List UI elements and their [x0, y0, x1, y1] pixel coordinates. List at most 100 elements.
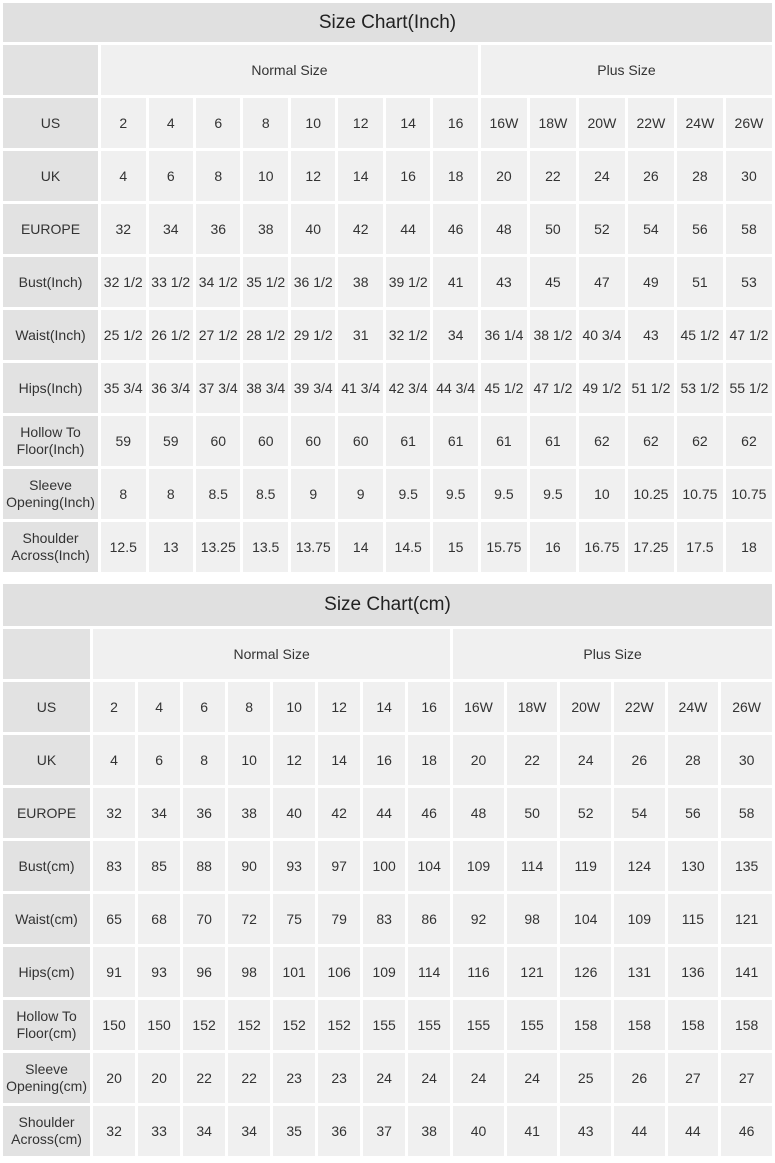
size-value-cell: 28	[667, 735, 719, 785]
row-label: Hollow To Floor(cm)	[3, 1000, 91, 1050]
size-value-cell: 14	[363, 682, 406, 732]
size-value-cell: 104	[408, 841, 451, 891]
size-value-cell: 23	[318, 1053, 361, 1103]
size-value-cell: 26 1/2	[148, 310, 193, 360]
size-value-cell: 32 1/2	[385, 310, 431, 360]
size-value-cell: 98	[228, 947, 271, 997]
size-value-cell: 50	[529, 204, 576, 254]
size-value-cell: 18	[725, 522, 772, 572]
size-value-cell: 155	[453, 1000, 504, 1050]
size-value-cell: 40 3/4	[578, 310, 625, 360]
size-value-cell: 14.5	[385, 522, 431, 572]
size-value-cell: 48	[480, 204, 527, 254]
size-value-cell: 13.75	[290, 522, 336, 572]
size-value-cell: 31	[338, 310, 383, 360]
size-value-cell: 28	[676, 151, 723, 201]
size-value-cell: 52	[578, 204, 625, 254]
size-value-cell: 36	[196, 204, 241, 254]
size-value-cell: 40	[290, 204, 336, 254]
size-value-cell: 25 1/2	[101, 310, 146, 360]
table-row: Shoulder Across(cm) 32 33 34 34 35 36 37 38 40 41 4…	[3, 1106, 772, 1156]
size-value-cell: 70	[183, 894, 226, 944]
group-header-row: Normal Size Plus Size	[3, 45, 772, 95]
size-value-cell: 32 1/2	[101, 257, 146, 307]
size-value-cell: 41 3/4	[338, 363, 383, 413]
size-value-cell: 49 1/2	[578, 363, 625, 413]
size-value-cell: 121	[721, 894, 772, 944]
table-row: EUROPE 32 34 36 38 40 42 44 46 48 50 52 54 56 58	[3, 204, 772, 254]
size-value-cell: 150	[93, 1000, 136, 1050]
table-row: Hollow To Floor(Inch) 59 59 60 60 60 60 61 61 61 6…	[3, 416, 772, 466]
size-value-cell: 27	[667, 1053, 719, 1103]
size-value-cell: 35 1/2	[243, 257, 288, 307]
size-value-cell: 10	[578, 469, 625, 519]
size-value-cell: 49	[627, 257, 674, 307]
table-row: UK 4 6 8 10 12 14 16 18 20 22 24 26 28 30	[3, 151, 772, 201]
size-value-cell: 38	[408, 1106, 451, 1156]
size-value-cell: 106	[318, 947, 361, 997]
size-value-cell: 92	[453, 894, 504, 944]
size-value-cell: 8	[228, 682, 271, 732]
size-value-cell: 62	[676, 416, 723, 466]
table-row: EUROPE 32 34 36 38 40 42 44 46 48 50 52 54 56 58	[3, 788, 772, 838]
size-value-cell: 91	[93, 947, 136, 997]
row-label: Waist(Inch)	[3, 310, 99, 360]
size-value-cell: 18	[408, 735, 451, 785]
size-value-cell: 34	[183, 1106, 226, 1156]
size-value-cell: 33	[138, 1106, 181, 1156]
size-value-cell: 53 1/2	[676, 363, 723, 413]
size-value-cell: 36	[318, 1106, 361, 1156]
size-value-cell: 38	[243, 204, 288, 254]
size-value-cell: 83	[93, 841, 136, 891]
size-value-cell: 158	[560, 1000, 612, 1050]
size-value-cell: 158	[721, 1000, 772, 1050]
size-value-cell: 10	[290, 98, 336, 148]
size-value-cell: 12	[273, 735, 316, 785]
size-table-inch: Normal Size Plus Size US 2 4 6 8 10 12 14 16 16W 18W…	[0, 42, 775, 575]
size-value-cell: 32	[93, 1106, 136, 1156]
size-value-cell: 119	[560, 841, 612, 891]
size-value-cell: 39 3/4	[290, 363, 336, 413]
row-label: Hips(Inch)	[3, 363, 99, 413]
size-value-cell: 79	[318, 894, 361, 944]
table-row: Waist(cm) 65 68 70 72 75 79 83 86 92 98 104 109 115 12…	[3, 894, 772, 944]
size-value-cell: 22	[183, 1053, 226, 1103]
size-value-cell: 51 1/2	[627, 363, 674, 413]
size-value-cell: 47 1/2	[725, 310, 772, 360]
row-label: Bust(Inch)	[3, 257, 99, 307]
size-value-cell: 43	[480, 257, 527, 307]
size-value-cell: 12.5	[101, 522, 146, 572]
size-value-cell: 4	[138, 682, 181, 732]
size-value-cell: 24	[453, 1053, 504, 1103]
size-value-cell: 45 1/2	[480, 363, 527, 413]
size-value-cell: 10.25	[627, 469, 674, 519]
size-value-cell: 41	[506, 1106, 558, 1156]
size-value-cell: 37 3/4	[196, 363, 241, 413]
size-value-cell: 26	[627, 151, 674, 201]
size-value-cell: 10	[228, 735, 271, 785]
size-value-cell: 20W	[560, 682, 612, 732]
size-value-cell: 9.5	[385, 469, 431, 519]
size-value-cell: 24	[408, 1053, 451, 1103]
row-label: UK	[3, 151, 99, 201]
size-value-cell: 58	[725, 204, 772, 254]
size-value-cell: 59	[148, 416, 193, 466]
size-value-cell: 9	[290, 469, 336, 519]
size-value-cell: 17.25	[627, 522, 674, 572]
size-value-cell: 54	[627, 204, 674, 254]
size-value-cell: 14	[338, 522, 383, 572]
size-value-cell: 14	[385, 98, 431, 148]
size-value-cell: 104	[560, 894, 612, 944]
table-row: Hollow To Floor(cm) 150 150 152 152 152 152 155…	[3, 1000, 772, 1050]
size-value-cell: 39 1/2	[385, 257, 431, 307]
size-value-cell: 53	[725, 257, 772, 307]
size-value-cell: 48	[453, 788, 504, 838]
size-value-cell: 32	[93, 788, 136, 838]
size-value-cell: 109	[363, 947, 406, 997]
row-label: US	[3, 682, 91, 732]
size-value-cell: 96	[183, 947, 226, 997]
row-label: Shoulder Across(cm)	[3, 1106, 91, 1156]
size-value-cell: 22	[529, 151, 576, 201]
size-value-cell: 4	[93, 735, 136, 785]
size-value-cell: 55 1/2	[725, 363, 772, 413]
